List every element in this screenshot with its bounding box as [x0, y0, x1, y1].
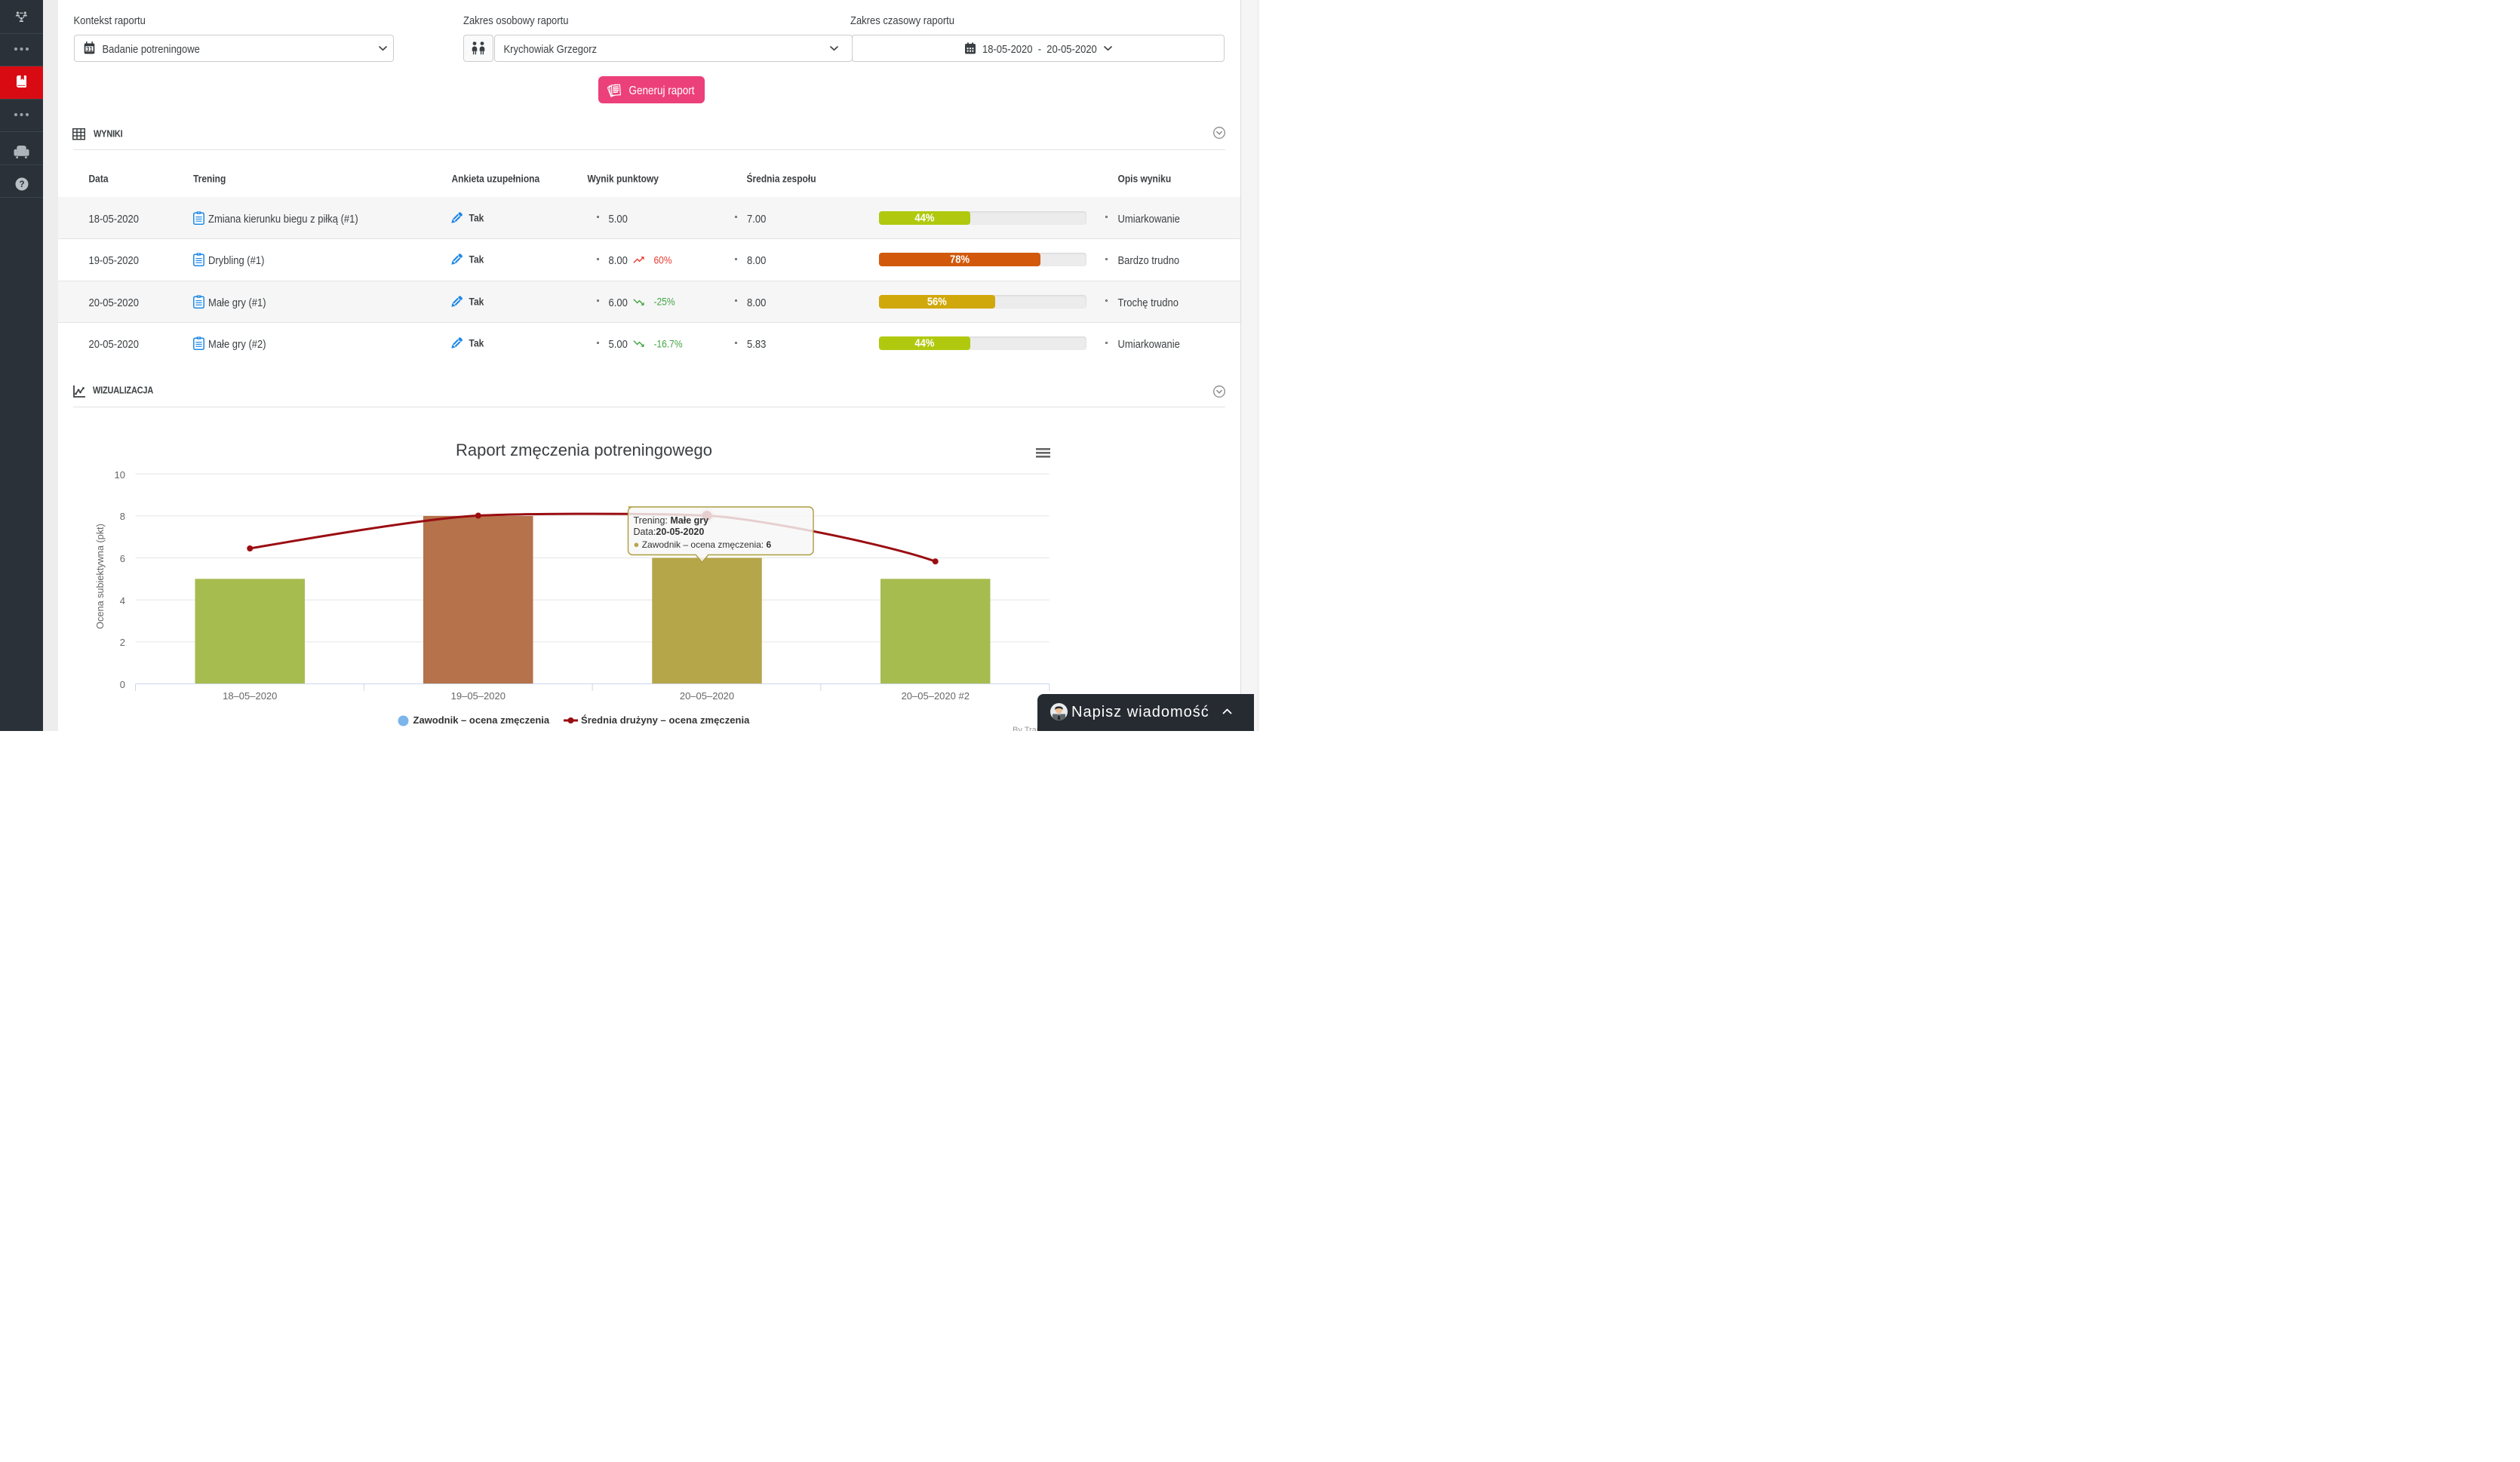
svg-text:31: 31 — [86, 45, 93, 52]
svg-text:?: ? — [19, 180, 24, 189]
